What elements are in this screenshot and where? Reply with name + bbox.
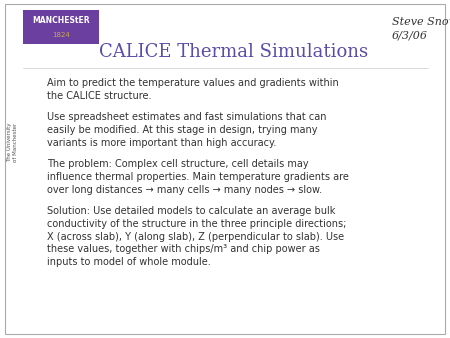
Text: X (across slab), Y (along slab), Z (perpendicular to slab). Use: X (across slab), Y (along slab), Z (perp… [47,232,344,242]
Text: 1824: 1824 [52,32,70,39]
Text: over long distances → many cells → many nodes → slow.: over long distances → many cells → many … [47,185,322,195]
Text: Steve Snow: Steve Snow [392,17,450,27]
Text: easily be modified. At this stage in design, trying many: easily be modified. At this stage in des… [47,125,318,135]
Text: variants is more important than high accuracy.: variants is more important than high acc… [47,138,277,148]
Text: The University
of Manchester: The University of Manchester [7,122,18,162]
Text: CALICE Thermal Simulations: CALICE Thermal Simulations [99,43,369,62]
Text: the CALICE structure.: the CALICE structure. [47,91,152,101]
Bar [22,10,99,44]
Text: these values, together with chips/m³ and chip power as: these values, together with chips/m³ and… [47,244,320,255]
Text: inputs to model of whole module.: inputs to model of whole module. [47,257,211,267]
Text: MANCHEStER: MANCHEStER [32,17,90,25]
Text: influence thermal properties. Main temperature gradients are: influence thermal properties. Main tempe… [47,172,349,182]
Text: Aim to predict the temperature values and gradients within: Aim to predict the temperature values an… [47,78,339,88]
Text: 6/3/06: 6/3/06 [392,30,428,41]
Text: conductivity of the structure in the three principle directions;: conductivity of the structure in the thr… [47,219,346,229]
Text: The problem: Complex cell structure, cell details may: The problem: Complex cell structure, cel… [47,159,309,169]
Text: Solution: Use detailed models to calculate an average bulk: Solution: Use detailed models to calcula… [47,206,336,216]
Text: Use spreadsheet estimates and fast simulations that can: Use spreadsheet estimates and fast simul… [47,112,327,122]
